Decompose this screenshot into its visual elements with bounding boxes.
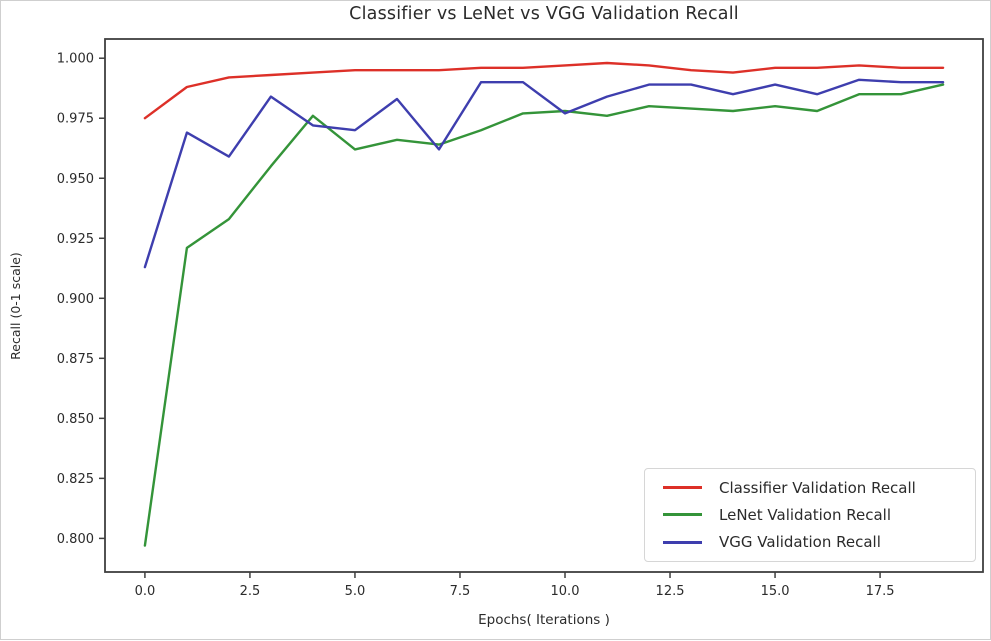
plot-box-spines — [104, 38, 984, 573]
x-tick-label: 5.0 — [345, 584, 366, 599]
legend-line-sample — [663, 513, 702, 517]
x-axis-label: Epochs( Iterations ) — [478, 612, 610, 628]
x-tick-label: 7.5 — [450, 584, 471, 599]
y-axis-label: Recall (0-1 scale) — [8, 252, 23, 360]
legend-item: LeNet Validation Recall — [653, 506, 967, 524]
series-line-classifier — [143, 61, 945, 120]
series-line-vgg — [143, 78, 945, 269]
y-tick-label: 1.000 — [57, 52, 94, 67]
x-tick-label: 15.0 — [761, 584, 790, 599]
y-tick-label: 0.825 — [57, 472, 94, 487]
legend-label: Classifier Validation Recall — [719, 478, 916, 497]
y-tick-label: 0.800 — [57, 532, 94, 547]
y-tick-label: 0.975 — [57, 112, 94, 127]
legend: Classifier Validation Recall LeNet Valida… — [644, 468, 976, 562]
x-tick-label: 17.5 — [866, 584, 895, 599]
x-tick-label: 10.0 — [551, 584, 580, 599]
y-tick-label: 0.950 — [57, 172, 94, 187]
y-tick-label: 0.900 — [57, 292, 94, 307]
legend-label: LeNet Validation Recall — [719, 505, 892, 524]
legend-label: VGG Validation Recall — [719, 533, 881, 552]
legend-item: Classifier Validation Recall — [653, 479, 967, 497]
series-line-lenet — [143, 83, 945, 547]
x-tick-label: 2.5 — [240, 584, 261, 599]
y-tick-label: 0.925 — [57, 232, 94, 247]
x-tick-label: 0.0 — [135, 584, 156, 599]
chart-title: Classifier vs LeNet vs VGG Validation Re… — [349, 4, 739, 24]
y-tick-label: 0.875 — [57, 352, 94, 367]
y-tick-label: 0.850 — [57, 412, 94, 427]
legend-line-sample — [663, 540, 702, 544]
legend-item: VGG Validation Recall — [653, 533, 967, 551]
x-tick-label: 12.5 — [656, 584, 685, 599]
legend-line-sample — [663, 486, 702, 490]
